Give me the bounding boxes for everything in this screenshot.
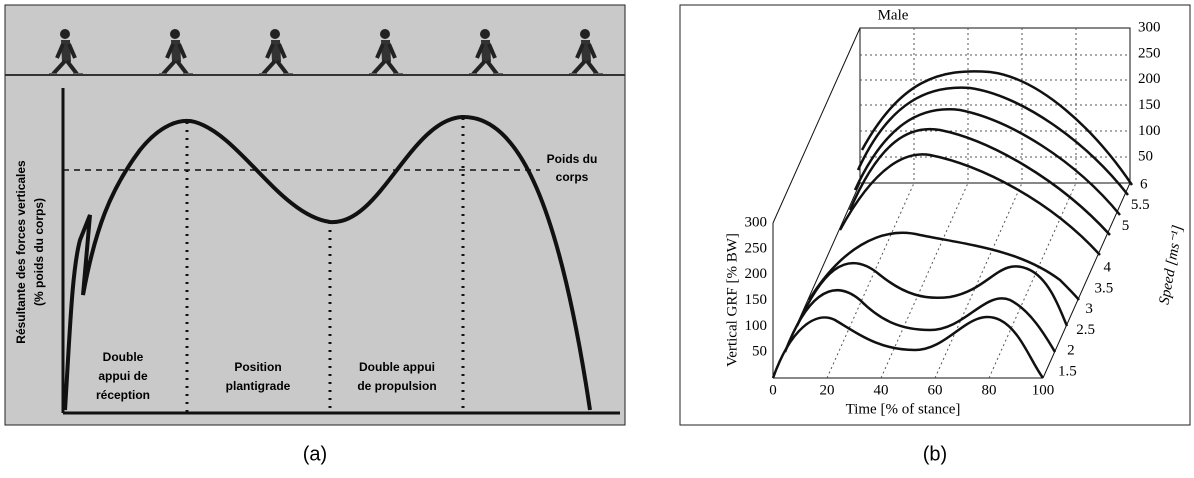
z-tick-label: 5.5 <box>1131 197 1150 213</box>
y-tick-label: 250 <box>1138 45 1161 61</box>
y-axis-label: Vertical GRF [% BW] <box>724 233 740 367</box>
y-tick-label: 300 <box>745 214 768 230</box>
panel-a-frame <box>4 4 626 426</box>
phase-label: Double appui <box>359 360 435 374</box>
chart-title: Male <box>878 7 909 23</box>
phase-label: de propulsion <box>357 379 436 393</box>
z-tick-label: 2.5 <box>1076 322 1095 338</box>
y-axis-label: (% poids du corps) <box>32 198 46 306</box>
x-tick-label: 40 <box>874 382 889 398</box>
grf-curves <box>771 70 1134 379</box>
y-axis-label: Résultante des forces verticales <box>14 160 28 344</box>
bw-label: Poids du <box>547 152 598 166</box>
z-tick-label: 1.5 <box>1058 363 1077 379</box>
panel-b-frame <box>679 4 1191 426</box>
y-tick-label: 200 <box>745 266 768 282</box>
x-tick-label: 100 <box>1032 382 1055 398</box>
caption: (a) <box>303 443 327 465</box>
z-tick-label: 5 <box>1122 218 1130 234</box>
x-tick-label: 80 <box>982 382 997 398</box>
phase-label: Double <box>103 350 144 364</box>
z-tick-label: 3.5 <box>1094 280 1113 296</box>
y-tick-label: 50 <box>752 344 767 360</box>
phase-label: réception <box>96 388 150 402</box>
z-tick-label: 2 <box>1067 343 1075 359</box>
phase-label: plantigrade <box>226 379 291 393</box>
force-curve <box>63 114 592 411</box>
bw-label: corps <box>556 170 589 184</box>
z-tick-label: 3 <box>1085 301 1093 317</box>
y-tick-label: 50 <box>1138 149 1153 165</box>
y-tick-label: 150 <box>1138 97 1161 113</box>
phase-label: Position <box>234 360 281 374</box>
y-tick-label: 200 <box>1138 71 1161 87</box>
y-tick-label: 150 <box>745 292 768 308</box>
x-axis-label: Time [% of stance] <box>846 401 961 417</box>
z-tick-label: 6 <box>1140 176 1148 192</box>
phase-lines <box>185 118 465 413</box>
x-tick-label: 60 <box>928 382 943 398</box>
x-tick-label: 20 <box>820 382 835 398</box>
y-tick-label: 100 <box>1138 123 1161 139</box>
y-tick-label: 300 <box>1138 19 1161 35</box>
z-tick-label: 4 <box>1104 260 1112 276</box>
caption: (b) <box>923 443 947 465</box>
y-tick-label: 250 <box>745 240 768 256</box>
x-tick-label: 0 <box>769 382 777 398</box>
y-tick-label: 100 <box>745 318 768 334</box>
phase-label: appui de <box>98 369 148 383</box>
